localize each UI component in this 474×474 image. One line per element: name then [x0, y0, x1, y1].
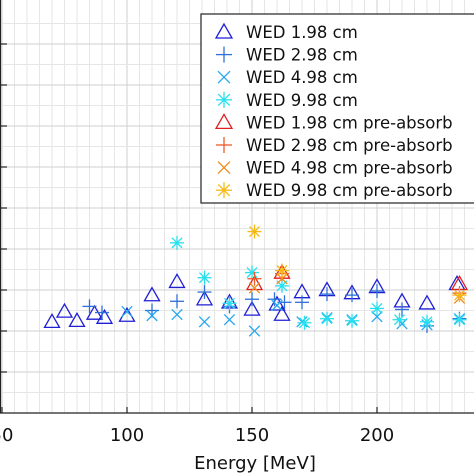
- data-point: [121, 305, 133, 318]
- legend-marker: [217, 161, 231, 175]
- data-point: [43, 312, 61, 329]
- data-point: [222, 296, 237, 311]
- legend-marker: [216, 91, 232, 108]
- data-point: [245, 265, 259, 280]
- data-point: [55, 302, 74, 318]
- x-tick-label: 150: [235, 425, 269, 446]
- data-point: [168, 272, 186, 289]
- legend-entry-label: WED 4.98 cm pre-absorb: [246, 159, 453, 178]
- legend-entry-label: WED 9.98 cm pre-absorb: [246, 181, 453, 200]
- series-4: [170, 235, 467, 330]
- legend-entry-label: WED 4.98 cm: [246, 68, 358, 87]
- data-point: [248, 325, 261, 337]
- x-tick-label: 200: [360, 425, 394, 446]
- x-tick-label: 100: [110, 425, 144, 446]
- data-point: [198, 316, 211, 328]
- legend-marker: [217, 70, 231, 84]
- data-point: [197, 270, 212, 285]
- axes: [0, 0, 474, 414]
- data-point: [267, 292, 282, 307]
- data-point: [170, 294, 184, 309]
- legend-entry-label: WED 9.98 cm: [246, 91, 358, 110]
- data-point: [243, 300, 261, 316]
- data-point: [276, 273, 288, 285]
- data-point: [275, 263, 289, 278]
- data-point: [245, 292, 259, 307]
- data-markers: [43, 224, 469, 337]
- data-point: [395, 302, 409, 317]
- data-point: [95, 305, 109, 320]
- data-point: [370, 301, 384, 316]
- data-point: [143, 286, 161, 302]
- legend-marker: [216, 46, 232, 63]
- data-point: [68, 311, 86, 328]
- legend: WED 1.98 cm WED 2.98 cm WED 4.98 cm WED 9.9…: [200, 13, 474, 204]
- data-point: [268, 295, 286, 311]
- data-point: [452, 312, 467, 327]
- grid: [0, 0, 474, 414]
- data-point: [171, 308, 183, 321]
- data-point: [418, 294, 436, 310]
- series-8: [247, 224, 467, 303]
- data-point: [146, 309, 158, 322]
- data-point: [371, 310, 383, 323]
- legend-marker: [214, 113, 234, 130]
- data-point: [296, 316, 308, 328]
- tick-labels: 50 100 150 200: [0, 425, 394, 446]
- data-point: [195, 290, 214, 306]
- data-point: [247, 224, 262, 239]
- data-point: [82, 299, 97, 314]
- data-point: [197, 285, 212, 300]
- legend-entry-label: WED 2.98 cm: [246, 46, 358, 65]
- data-point: [370, 284, 384, 299]
- data-point: [320, 287, 334, 302]
- legend-entry-label: WED 2.98 cm pre-absorb: [246, 136, 453, 155]
- x-tick-label: 50: [0, 425, 13, 446]
- legend-box: [200, 13, 474, 204]
- data-point: [392, 312, 407, 327]
- legend-marker: [216, 137, 232, 153]
- legend-entry-label: WED 1.98 cm pre-absorb: [246, 113, 453, 132]
- data-point: [295, 295, 309, 310]
- data-point: [273, 305, 291, 321]
- x-axis-label: Energy [MeV]: [194, 453, 316, 474]
- data-point: [297, 315, 312, 330]
- data-point: [248, 282, 261, 294]
- data-point: [320, 311, 334, 326]
- data-point: [95, 308, 114, 324]
- data-point: [345, 313, 359, 328]
- legend-marker: [216, 182, 232, 199]
- data-point: [271, 299, 283, 312]
- legend-marker: [214, 22, 234, 39]
- legend-entry-label: WED 1.98 cm: [246, 23, 358, 42]
- series-3: [121, 299, 466, 337]
- data-point: [420, 314, 434, 329]
- data-point: [345, 288, 359, 303]
- data-point: [223, 314, 236, 326]
- data-point: [275, 278, 289, 293]
- data-point: [170, 235, 184, 250]
- data-point: [247, 271, 262, 286]
- data-point: [452, 288, 467, 303]
- data-point: [245, 275, 264, 291]
